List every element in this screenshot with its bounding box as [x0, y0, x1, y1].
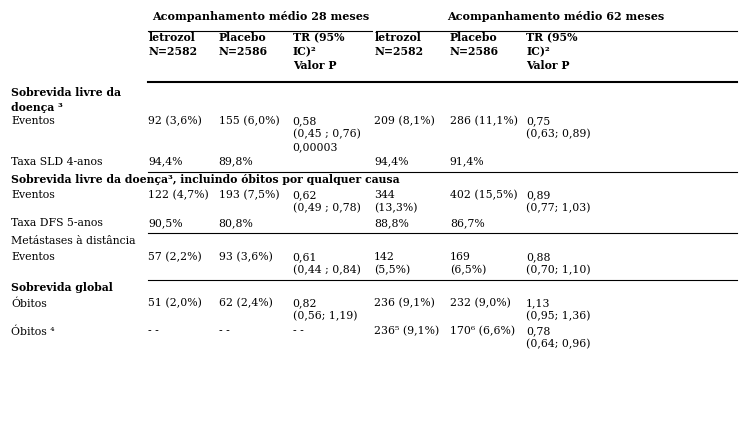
- Text: 91,4%: 91,4%: [450, 157, 485, 167]
- Text: 209 (8,1%): 209 (8,1%): [374, 116, 435, 127]
- Text: - -: - -: [148, 326, 159, 336]
- Text: 286 (11,1%): 286 (11,1%): [450, 116, 518, 127]
- Text: Sobrevida livre da doença³, incluindo óbitos por qualquer causa: Sobrevida livre da doença³, incluindo ób…: [11, 174, 399, 185]
- Text: 90,5%: 90,5%: [148, 218, 183, 228]
- Text: 344
(13,3%): 344 (13,3%): [374, 190, 418, 214]
- Text: Metástases à distância: Metástases à distância: [11, 236, 136, 246]
- Text: 93 (3,6%): 93 (3,6%): [219, 252, 273, 262]
- Text: Acompanhamento médio 62 meses: Acompanhamento médio 62 meses: [447, 11, 665, 22]
- Text: - -: - -: [219, 326, 230, 336]
- Text: 236 (9,1%): 236 (9,1%): [374, 298, 435, 309]
- Text: 0,62
(0,49 ; 0,78): 0,62 (0,49 ; 0,78): [293, 190, 361, 214]
- Text: 0,82
(0,56; 1,19): 0,82 (0,56; 1,19): [293, 298, 357, 322]
- Text: 122 (4,7%): 122 (4,7%): [148, 190, 209, 201]
- Text: Taxa SLD 4-anos: Taxa SLD 4-anos: [11, 157, 102, 167]
- Text: letrozol
N=2582: letrozol N=2582: [374, 32, 423, 57]
- Text: 170⁶ (6,6%): 170⁶ (6,6%): [450, 326, 515, 337]
- Text: 0,78
(0,64; 0,96): 0,78 (0,64; 0,96): [526, 326, 591, 349]
- Text: TR (95%
IC)²
Valor P: TR (95% IC)² Valor P: [293, 32, 345, 71]
- Text: - -: - -: [293, 326, 304, 336]
- Text: 94,4%: 94,4%: [374, 157, 409, 167]
- Text: 402 (15,5%): 402 (15,5%): [450, 190, 517, 201]
- Text: Sobrevida global: Sobrevida global: [11, 282, 113, 293]
- Text: letrozol
N=2582: letrozol N=2582: [148, 32, 197, 57]
- Text: Placebo
N=2586: Placebo N=2586: [219, 32, 268, 57]
- Text: Óbitos: Óbitos: [11, 298, 47, 309]
- Text: 142
(5,5%): 142 (5,5%): [374, 252, 411, 275]
- Text: Acompanhamento médio 28 meses: Acompanhamento médio 28 meses: [153, 11, 370, 22]
- Text: 0,89
(0,77; 1,03): 0,89 (0,77; 1,03): [526, 190, 591, 214]
- Text: 0,61
(0,44 ; 0,84): 0,61 (0,44 ; 0,84): [293, 252, 361, 275]
- Text: Sobrevida livre da
doença ³: Sobrevida livre da doença ³: [11, 87, 121, 113]
- Text: Eventos: Eventos: [11, 252, 55, 262]
- Text: 86,7%: 86,7%: [450, 218, 485, 228]
- Text: 155 (6,0%): 155 (6,0%): [219, 116, 279, 127]
- Text: 92 (3,6%): 92 (3,6%): [148, 116, 202, 127]
- Text: 88,8%: 88,8%: [374, 218, 409, 228]
- Text: 193 (7,5%): 193 (7,5%): [219, 190, 279, 201]
- Text: 51 (2,0%): 51 (2,0%): [148, 298, 202, 309]
- Text: Óbitos ⁴: Óbitos ⁴: [11, 326, 55, 337]
- Text: 236⁵ (9,1%): 236⁵ (9,1%): [374, 326, 439, 337]
- Text: 0,75
(0,63; 0,89): 0,75 (0,63; 0,89): [526, 116, 591, 139]
- Text: 169
(6,5%): 169 (6,5%): [450, 252, 486, 275]
- Text: 0,88
(0,70; 1,10): 0,88 (0,70; 1,10): [526, 252, 591, 275]
- Text: Placebo
N=2586: Placebo N=2586: [450, 32, 499, 57]
- Text: Taxa DFS 5-anos: Taxa DFS 5-anos: [11, 218, 103, 228]
- Text: 62 (2,4%): 62 (2,4%): [219, 298, 273, 309]
- Text: 57 (2,2%): 57 (2,2%): [148, 252, 202, 262]
- Text: Eventos: Eventos: [11, 116, 55, 126]
- Text: 1,13
(0,95; 1,36): 1,13 (0,95; 1,36): [526, 298, 591, 322]
- Text: TR (95%
IC)²
Valor P: TR (95% IC)² Valor P: [526, 32, 578, 71]
- Text: Eventos: Eventos: [11, 190, 55, 200]
- Text: 89,8%: 89,8%: [219, 157, 253, 167]
- Text: 232 (9,0%): 232 (9,0%): [450, 298, 511, 309]
- Text: 94,4%: 94,4%: [148, 157, 183, 167]
- Text: 80,8%: 80,8%: [219, 218, 253, 228]
- Text: 0,58
(0,45 ; 0,76)
0,00003: 0,58 (0,45 ; 0,76) 0,00003: [293, 116, 361, 152]
